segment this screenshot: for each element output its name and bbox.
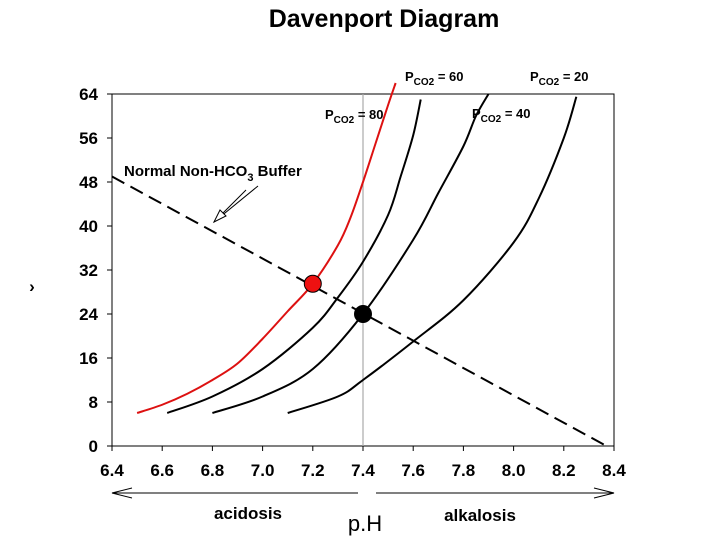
alkalosis-label: alkalosis [444, 506, 516, 525]
y-tick-label: 56 [79, 129, 98, 148]
acidosis-label: acidosis [214, 504, 282, 523]
buffer-pointer-arrow [212, 185, 259, 224]
y-axis-label: › [29, 277, 35, 296]
data-points [303, 274, 372, 323]
x-tick-label: 7.0 [251, 461, 275, 480]
pco2-curve-260 [166, 99, 422, 414]
y-tick-label: 48 [79, 173, 98, 192]
y-tick-labels: 0 8 16 24 32 40 48 56 64 [79, 85, 98, 456]
pco2-80-label: PCO2 = 80 [325, 107, 384, 126]
x-tick-label: 6.4 [100, 461, 124, 480]
normal-point [354, 305, 372, 323]
alkalosis-arrow [376, 487, 615, 499]
pco2-curve-220 [287, 96, 578, 414]
x-tick-label: 8.0 [502, 461, 526, 480]
x-tick-label: 8.2 [552, 461, 576, 480]
y-tick-label: 40 [79, 217, 98, 236]
acidosis-arrow [111, 487, 358, 499]
x-tick-label: 7.2 [301, 461, 325, 480]
y-tick-label: 8 [89, 393, 98, 412]
pco2-20-label: PCO2 = 20 [530, 69, 589, 88]
y-tick-label: 24 [79, 305, 98, 324]
pco2-60-label: PCO2 = 60 [405, 69, 464, 88]
red-point [303, 274, 322, 293]
x-tick-labels: 6.4 6.6 6.8 7.0 7.2 7.4 7.6 7.8 8.0 8.2 8.4 [100, 461, 626, 480]
chart-title: Davenport Diagram [269, 5, 500, 33]
pco2-40-label: PCO2 = 40 [472, 106, 531, 125]
y-tick-label: 32 [79, 261, 98, 280]
axes [107, 93, 615, 451]
x-tick-label: 7.8 [452, 461, 476, 480]
x-tick-label: 7.4 [351, 461, 375, 480]
x-tick-label: 7.6 [401, 461, 425, 480]
series-lines [111, 82, 607, 447]
x-axis-title: p.H [348, 511, 382, 536]
x-tick-label: 6.8 [201, 461, 225, 480]
pco2-curve-240 [212, 93, 490, 414]
y-tick-label: 0 [89, 437, 98, 456]
y-tick-label: 16 [79, 349, 98, 368]
x-tick-label: 6.6 [150, 461, 174, 480]
x-tick-label: 8.4 [602, 461, 626, 480]
y-tick-label: 64 [79, 85, 98, 104]
pco2-curve-280 [136, 82, 397, 414]
buffer-label: Normal Non-HCO3 Buffer [124, 163, 302, 184]
